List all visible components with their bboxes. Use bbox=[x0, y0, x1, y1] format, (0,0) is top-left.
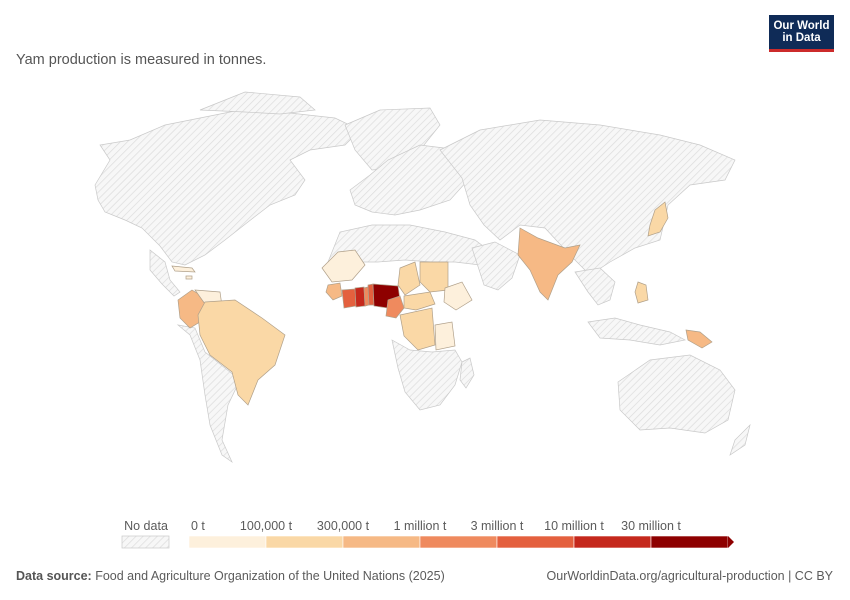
country-cuba[interactable] bbox=[171, 265, 196, 273]
world-map[interactable] bbox=[0, 70, 850, 490]
country-dr-congo[interactable] bbox=[399, 307, 436, 351]
country-ghana[interactable] bbox=[354, 286, 366, 308]
region-russia-asia[interactable] bbox=[439, 119, 736, 276]
country-tanzania[interactable] bbox=[434, 321, 456, 351]
country-car[interactable] bbox=[403, 291, 436, 311]
legend-no-data-label: No data bbox=[124, 519, 168, 533]
country-india[interactable] bbox=[517, 227, 581, 301]
footer-url[interactable]: OurWorldinData.org/agricultural-producti… bbox=[546, 569, 833, 583]
legend-arrow bbox=[728, 536, 734, 548]
logo-line-2: in Data bbox=[782, 32, 821, 44]
country-png[interactable] bbox=[685, 329, 713, 349]
legend-bin-2 bbox=[342, 535, 421, 549]
data-source: Data source: Food and Agriculture Organi… bbox=[16, 569, 445, 583]
country-ethiopia[interactable] bbox=[443, 281, 473, 311]
legend-bin-1 bbox=[265, 535, 344, 549]
data-source-text[interactable]: Food and Agriculture Organization of the… bbox=[95, 569, 445, 583]
region-australia[interactable] bbox=[617, 354, 736, 434]
region-indonesia[interactable] bbox=[587, 317, 687, 346]
logo-line-1: Our World bbox=[773, 20, 830, 32]
legend-bin-label-4: 3 million t bbox=[471, 519, 524, 533]
country-brazil[interactable] bbox=[197, 299, 286, 406]
map-subtitle: Yam production is measured in tonnes. bbox=[16, 52, 267, 68]
region-arabia[interactable] bbox=[471, 241, 521, 291]
country-japan[interactable] bbox=[647, 201, 669, 237]
legend-labels: 0 t 100,000 t 300,000 t 1 million t 3 millio… bbox=[191, 519, 681, 533]
region-southeast-asia[interactable] bbox=[574, 267, 616, 306]
country-chad[interactable] bbox=[397, 261, 421, 296]
legend-bin-3 bbox=[419, 535, 498, 549]
legend-bin-label-1: 100,000 t bbox=[240, 519, 293, 533]
legend-bin-0 bbox=[188, 535, 267, 549]
region-new-zealand[interactable] bbox=[729, 423, 751, 456]
legend-bin-4 bbox=[496, 535, 575, 549]
legend-bin-label-5: 10 million t bbox=[544, 519, 604, 533]
data-source-label: Data source: bbox=[16, 569, 92, 583]
region-south-america-west[interactable] bbox=[176, 324, 241, 464]
region-southern-africa[interactable] bbox=[391, 339, 463, 411]
map-legend: No data 0 t 100,000 t 300,000 t 1 million t… bbox=[121, 519, 734, 549]
legend-bin-6 bbox=[650, 535, 729, 549]
country-cameroon[interactable] bbox=[385, 295, 405, 319]
region-europe[interactable] bbox=[349, 144, 469, 216]
country-guinea[interactable] bbox=[325, 282, 343, 301]
legend-bin-label-2: 300,000 t bbox=[317, 519, 370, 533]
country-jamaica[interactable] bbox=[185, 275, 193, 280]
legend-bins bbox=[188, 535, 734, 549]
country-philippines[interactable] bbox=[634, 281, 649, 304]
region-north-america[interactable] bbox=[94, 109, 361, 266]
region-canadian-arctic[interactable] bbox=[199, 91, 316, 115]
legend-bin-label-6: 30 million t bbox=[621, 519, 681, 533]
region-madagascar[interactable] bbox=[459, 357, 475, 389]
legend-bin-label-3: 1 million t bbox=[394, 519, 447, 533]
country-sudan[interactable] bbox=[419, 261, 449, 293]
legend-no-data-swatch bbox=[121, 535, 170, 549]
region-central-america[interactable] bbox=[149, 249, 181, 297]
legend-bin-5 bbox=[573, 535, 652, 549]
legend-bin-label-0: 0 t bbox=[191, 519, 205, 533]
owid-logo[interactable]: Our World in Data bbox=[769, 15, 834, 52]
country-cote-divoire[interactable] bbox=[341, 288, 357, 309]
country-mali[interactable] bbox=[321, 249, 366, 283]
